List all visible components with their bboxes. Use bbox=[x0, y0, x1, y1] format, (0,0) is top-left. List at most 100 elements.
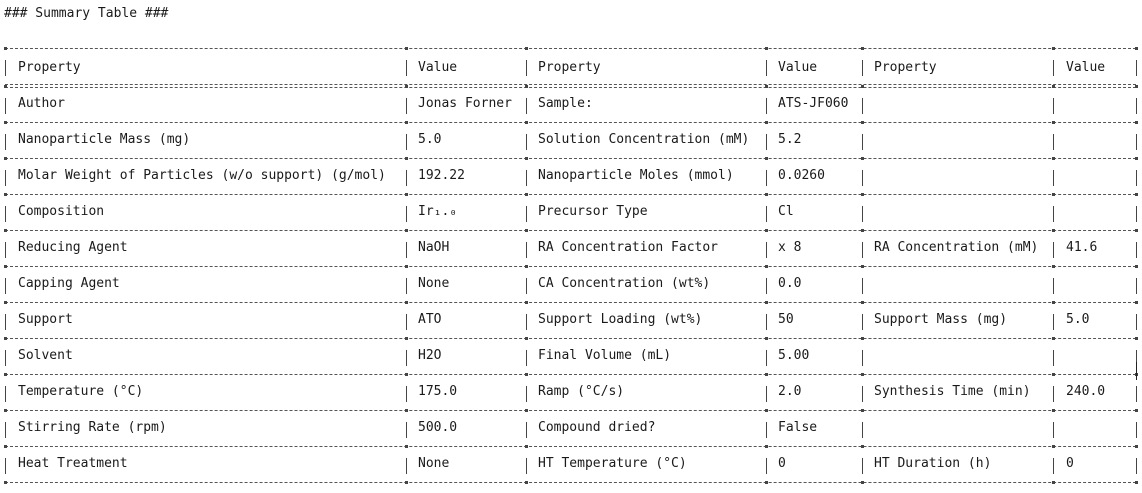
table-corner bbox=[861, 265, 864, 268]
column-divider bbox=[526, 206, 527, 222]
table-corner bbox=[405, 265, 408, 268]
column-divider bbox=[526, 242, 527, 258]
table-corner bbox=[1135, 481, 1138, 484]
table-cell: Sample: bbox=[538, 96, 593, 111]
column-divider bbox=[526, 422, 527, 438]
table-row-separator bbox=[5, 374, 1136, 375]
table-corner bbox=[1135, 157, 1138, 160]
column-header: Property bbox=[538, 60, 601, 75]
table-corner bbox=[1135, 409, 1138, 412]
column-divider bbox=[1136, 458, 1137, 474]
column-divider bbox=[526, 278, 527, 294]
table-corner bbox=[4, 373, 7, 376]
table-corner bbox=[4, 229, 7, 232]
table-cell: 175.0 bbox=[418, 384, 458, 399]
table-cell: Jonas Forner bbox=[418, 96, 512, 111]
table-cell: None bbox=[418, 276, 450, 291]
table-cell: Support bbox=[18, 312, 73, 327]
column-divider bbox=[406, 134, 407, 150]
table-corner bbox=[861, 193, 864, 196]
table-corner bbox=[1135, 337, 1138, 340]
table-corner bbox=[405, 157, 408, 160]
table-corner bbox=[1052, 229, 1055, 232]
table-corner bbox=[405, 85, 408, 88]
table-corner bbox=[405, 121, 408, 124]
table-top-border bbox=[5, 48, 1136, 49]
table-corner bbox=[861, 409, 864, 412]
column-divider bbox=[1053, 386, 1054, 402]
table-corner bbox=[765, 193, 768, 196]
column-divider bbox=[862, 98, 863, 114]
table-cell: Heat Treatment bbox=[18, 456, 128, 471]
column-divider bbox=[5, 314, 6, 330]
column-divider bbox=[862, 170, 863, 186]
table-corner bbox=[1052, 121, 1055, 124]
table-corner bbox=[765, 373, 768, 376]
table-corner bbox=[861, 337, 864, 340]
column-divider bbox=[406, 242, 407, 258]
table-corner bbox=[861, 121, 864, 124]
table-cell: Author bbox=[18, 96, 65, 111]
column-divider bbox=[5, 422, 6, 438]
column-divider bbox=[862, 60, 863, 76]
table-corner bbox=[525, 373, 528, 376]
column-divider bbox=[1053, 98, 1054, 114]
column-header: Property bbox=[874, 60, 937, 75]
table-cell: Synthesis Time (min) bbox=[874, 384, 1031, 399]
column-divider bbox=[862, 350, 863, 366]
column-divider bbox=[406, 386, 407, 402]
column-divider bbox=[862, 242, 863, 258]
table-cell: False bbox=[778, 420, 818, 435]
table-corner bbox=[765, 301, 768, 304]
column-divider bbox=[862, 386, 863, 402]
table-cell: Ramp (°C/s) bbox=[538, 384, 625, 399]
table-corner bbox=[525, 409, 528, 412]
table-corner bbox=[765, 265, 768, 268]
table-corner bbox=[1052, 265, 1055, 268]
column-divider bbox=[766, 98, 767, 114]
table-corner bbox=[1135, 445, 1138, 448]
table-corner bbox=[1135, 265, 1138, 268]
table-cell: CA Concentration (wt%) bbox=[538, 276, 711, 291]
table-cell: 2.0 bbox=[778, 384, 802, 399]
column-divider bbox=[766, 170, 767, 186]
column-divider bbox=[862, 422, 863, 438]
column-divider bbox=[766, 458, 767, 474]
table-cell: Precursor Type bbox=[538, 204, 648, 219]
column-divider bbox=[766, 350, 767, 366]
table-cell: Nanoparticle Mass (mg) bbox=[18, 132, 191, 147]
table-corner bbox=[4, 193, 7, 196]
table-cell: HT Duration (h) bbox=[874, 456, 992, 471]
column-divider bbox=[526, 350, 527, 366]
column-divider bbox=[1136, 314, 1137, 330]
table-cell: 0.0260 bbox=[778, 168, 825, 183]
column-divider bbox=[1053, 242, 1054, 258]
column-divider bbox=[1136, 386, 1137, 402]
table-corner bbox=[861, 85, 864, 88]
table-corner bbox=[861, 301, 864, 304]
column-divider bbox=[1053, 60, 1054, 76]
table-corner bbox=[765, 337, 768, 340]
table-corner bbox=[1135, 47, 1138, 50]
column-divider bbox=[5, 386, 6, 402]
table-cell: ATS-JF060 bbox=[778, 96, 849, 111]
table-corner bbox=[1135, 193, 1138, 196]
table-cell: 0.0 bbox=[778, 276, 802, 291]
column-divider bbox=[766, 386, 767, 402]
column-divider bbox=[406, 170, 407, 186]
column-header: Value bbox=[418, 60, 458, 75]
table-row-separator bbox=[5, 158, 1136, 159]
table-corner bbox=[861, 373, 864, 376]
table-cell: Support Mass (mg) bbox=[874, 312, 1008, 327]
table-corner bbox=[405, 193, 408, 196]
column-divider bbox=[406, 206, 407, 222]
table-corner bbox=[1052, 301, 1055, 304]
table-corner bbox=[1052, 481, 1055, 484]
table-cell: 240.0 bbox=[1066, 384, 1106, 399]
column-divider bbox=[1136, 206, 1137, 222]
table-corner bbox=[4, 121, 7, 124]
table-corner bbox=[4, 265, 7, 268]
table-corner bbox=[1135, 121, 1138, 124]
table-cell: Ir₁.₀ bbox=[418, 204, 458, 219]
column-divider bbox=[862, 314, 863, 330]
